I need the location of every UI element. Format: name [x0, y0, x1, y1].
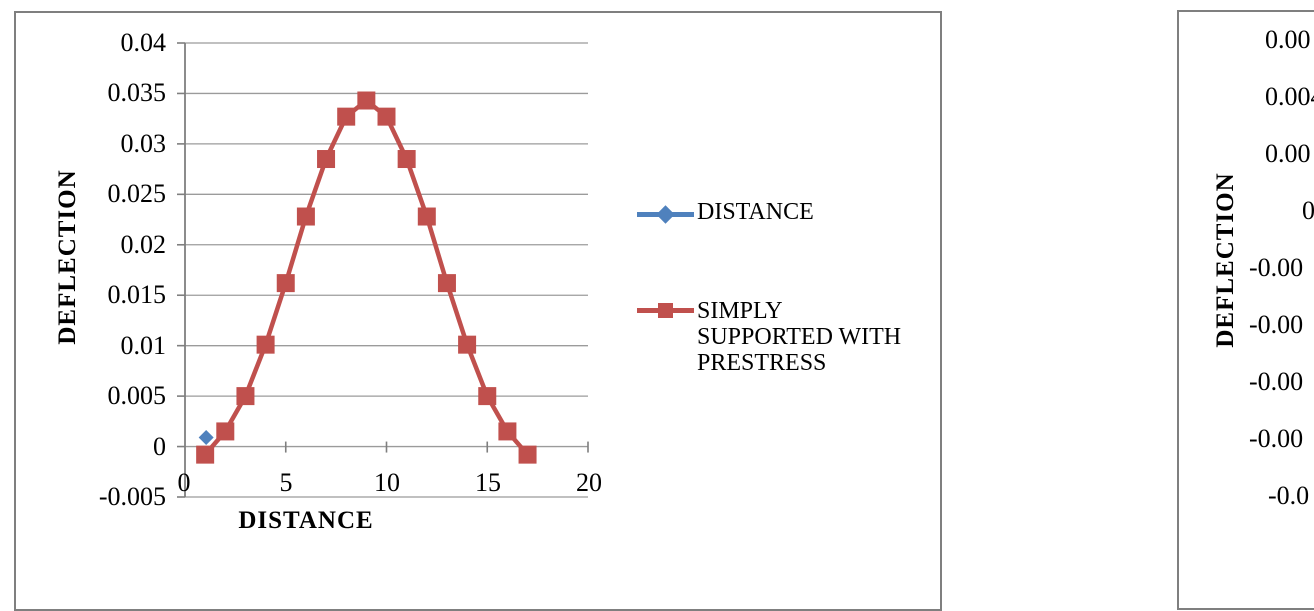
square-marker-icon	[658, 303, 673, 318]
right-y-tick: 0.00	[1265, 139, 1311, 168]
legend-label-line: PRESTRESS	[697, 350, 827, 376]
square-marker	[317, 150, 336, 169]
square-marker	[296, 207, 315, 226]
left-chart-frame	[14, 11, 942, 611]
legend-label: SIMPLY SUPPORTED WITH PRESTRESS	[697, 298, 901, 376]
right-y-tick: -0.00	[1249, 367, 1304, 396]
right-y-tick: -0.00	[1249, 424, 1304, 453]
square-marker	[478, 387, 497, 406]
square-marker	[397, 150, 416, 169]
square-marker	[256, 335, 275, 354]
left-x-axis-title: DISTANCE	[238, 507, 374, 534]
square-marker	[236, 387, 255, 406]
left-y-tick: 0.03	[120, 129, 167, 158]
square-marker	[276, 274, 295, 293]
left-x-tick: 5	[279, 468, 293, 497]
square-marker	[377, 107, 396, 126]
left-y-tick: -0.005	[98, 482, 166, 511]
right-y-tick: 0.00	[1265, 25, 1311, 54]
square-marker	[518, 445, 537, 464]
left-x-tick: 0	[177, 468, 191, 497]
right-y-tick: -0.00	[1249, 310, 1304, 339]
left-y-tick: 0.005	[107, 381, 167, 410]
left-y-tick: 0.025	[107, 179, 167, 208]
diamond-marker	[198, 429, 214, 445]
left-y-tick: 0.035	[107, 78, 167, 107]
right-y-axis-title: DEFLECTION	[1212, 172, 1239, 348]
square-marker	[337, 107, 356, 126]
square-marker	[458, 335, 477, 354]
right-y-tick: 0	[1302, 196, 1314, 225]
right-y-tick: 0.004	[1265, 82, 1314, 111]
left-y-tick: 0.04	[120, 28, 167, 57]
square-marker	[216, 422, 235, 441]
right-y-tick: -0.0	[1268, 481, 1310, 510]
legend-label-line: SIMPLY	[697, 298, 783, 324]
legend-label: DISTANCE	[697, 199, 814, 225]
right-y-tick: -0.00	[1249, 253, 1304, 282]
square-marker	[498, 422, 517, 441]
left-x-tick: 10	[374, 468, 400, 497]
diamond-marker-icon	[656, 205, 675, 224]
legend-entry-prestress: SIMPLY SUPPORTED WITH PRESTRESS	[637, 298, 901, 378]
square-marker	[357, 91, 376, 110]
square-marker	[196, 445, 215, 464]
left-y-tick: 0.015	[107, 280, 167, 309]
screenshot-canvas: { "colors":{ "series_distance":"#4F81BD"…	[14, 10, 1314, 611]
legend-entry-distance: DISTANCE	[637, 199, 897, 227]
left-x-tick: 20	[576, 468, 602, 497]
right-chart-frame	[1177, 10, 1314, 610]
left-chart-plot	[177, 42, 589, 498]
square-marker	[417, 207, 436, 226]
legend-label-line: SUPPORTED WITH	[697, 324, 902, 350]
left-y-tick: 0.01	[120, 331, 167, 360]
left-y-tick: 0	[153, 432, 166, 461]
left-y-tick: 0.02	[120, 230, 167, 259]
left-x-tick: 15	[475, 468, 501, 497]
square-marker	[437, 274, 456, 293]
